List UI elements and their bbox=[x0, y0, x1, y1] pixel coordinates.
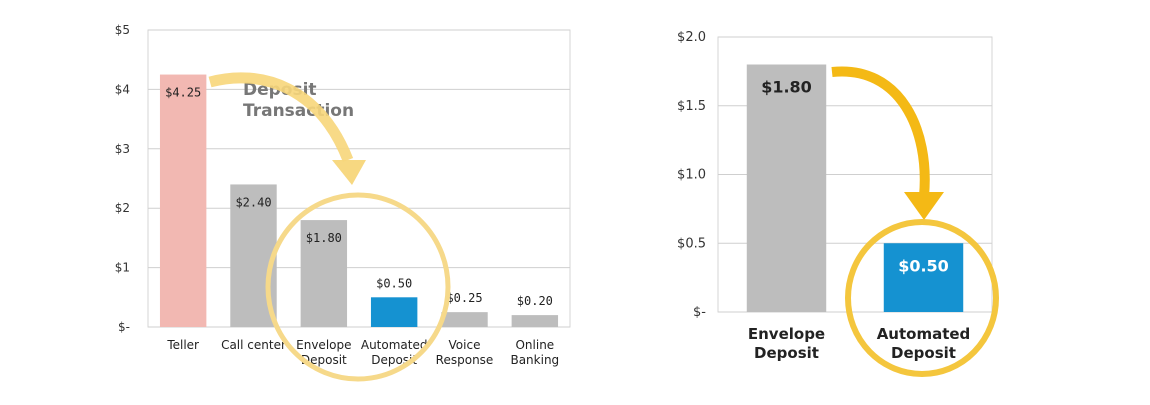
x-tick-label: Voice bbox=[449, 338, 481, 352]
y-tick-label: $4 bbox=[115, 82, 130, 96]
right-bar-chart: $-$0.5$1.0$1.5$2.0 $1.80$0.50 EnvelopeDe… bbox=[677, 30, 999, 377]
y-tick-label: $5 bbox=[115, 23, 130, 37]
y-tick-label: $1 bbox=[115, 261, 130, 275]
left-y-axis: $- $1 $2 $3 $4 $5 bbox=[115, 23, 130, 334]
y-tick-label: $3 bbox=[115, 142, 130, 156]
x-tick-label: Envelope bbox=[748, 325, 825, 343]
x-tick-label: Envelope bbox=[296, 338, 351, 352]
x-tick-label: Teller bbox=[166, 338, 199, 352]
x-tick-label: Response bbox=[436, 353, 494, 367]
data-label: $4.25 bbox=[165, 86, 201, 100]
left-highlight-circle bbox=[265, 192, 451, 382]
x-tick-label: Call center bbox=[221, 338, 286, 352]
x-tick-label: Banking bbox=[510, 353, 559, 367]
l-plot-area bbox=[147, 29, 571, 328]
data-label: $0.50 bbox=[376, 276, 412, 290]
data-label: $2.40 bbox=[235, 195, 271, 209]
left-data-labels: $4.25 $2.40 $1.80 $0.50 $0.25 $0.20 bbox=[165, 86, 553, 309]
bar bbox=[159, 74, 207, 327]
data-label: $0.50 bbox=[898, 256, 949, 275]
bar bbox=[746, 64, 827, 312]
y-tick-label: $2.0 bbox=[677, 30, 706, 45]
data-label: $0.20 bbox=[517, 294, 553, 308]
bar bbox=[370, 297, 418, 327]
bar bbox=[883, 243, 964, 312]
left-bar-chart: $- $1 $2 $3 $4 $5 $4.25 $2.40 $1.80 $0.50 $0.25 $0… bbox=[115, 23, 571, 382]
right-y-axis: $- $0.5 $1.0 $1.5 $2.0 bbox=[677, 30, 706, 320]
left-curved-arrow bbox=[208, 72, 354, 163]
annotation-line-2: Transaction bbox=[243, 101, 354, 121]
right-highlight-circle bbox=[845, 219, 999, 377]
left-gridlines bbox=[147, 29, 571, 328]
left-bars bbox=[159, 74, 559, 327]
y-tick-label: $2 bbox=[115, 201, 130, 215]
x-tick-label: Automated bbox=[361, 338, 428, 352]
x-tick-label: Deposit bbox=[754, 344, 819, 362]
right-arrow-head bbox=[904, 192, 944, 220]
bar bbox=[441, 312, 488, 327]
x-tick-label: Online bbox=[515, 338, 554, 352]
y-tick-label: $- bbox=[693, 305, 706, 320]
y-tick-label: $1.0 bbox=[677, 168, 706, 183]
left-x-axis: Teller Call center EnvelopeDepositAutomate… bbox=[166, 338, 559, 367]
data-label: $1.80 bbox=[306, 231, 342, 245]
right-data-labels: $1.80 $0.50 bbox=[761, 78, 949, 276]
bar bbox=[511, 315, 559, 327]
y-tick-label: $- bbox=[118, 320, 130, 334]
x-tick-label: Automated bbox=[877, 325, 971, 343]
data-label: $0.25 bbox=[446, 291, 482, 305]
right-bars bbox=[746, 64, 964, 312]
left-arrow-head bbox=[332, 160, 366, 185]
right-curved-arrow bbox=[831, 66, 930, 197]
y-tick-label: $1.5 bbox=[677, 99, 706, 114]
data-label: $1.80 bbox=[761, 78, 812, 97]
bar bbox=[300, 220, 348, 327]
y-tick-label: $0.5 bbox=[677, 236, 706, 251]
x-tick-label: Deposit bbox=[891, 344, 956, 362]
